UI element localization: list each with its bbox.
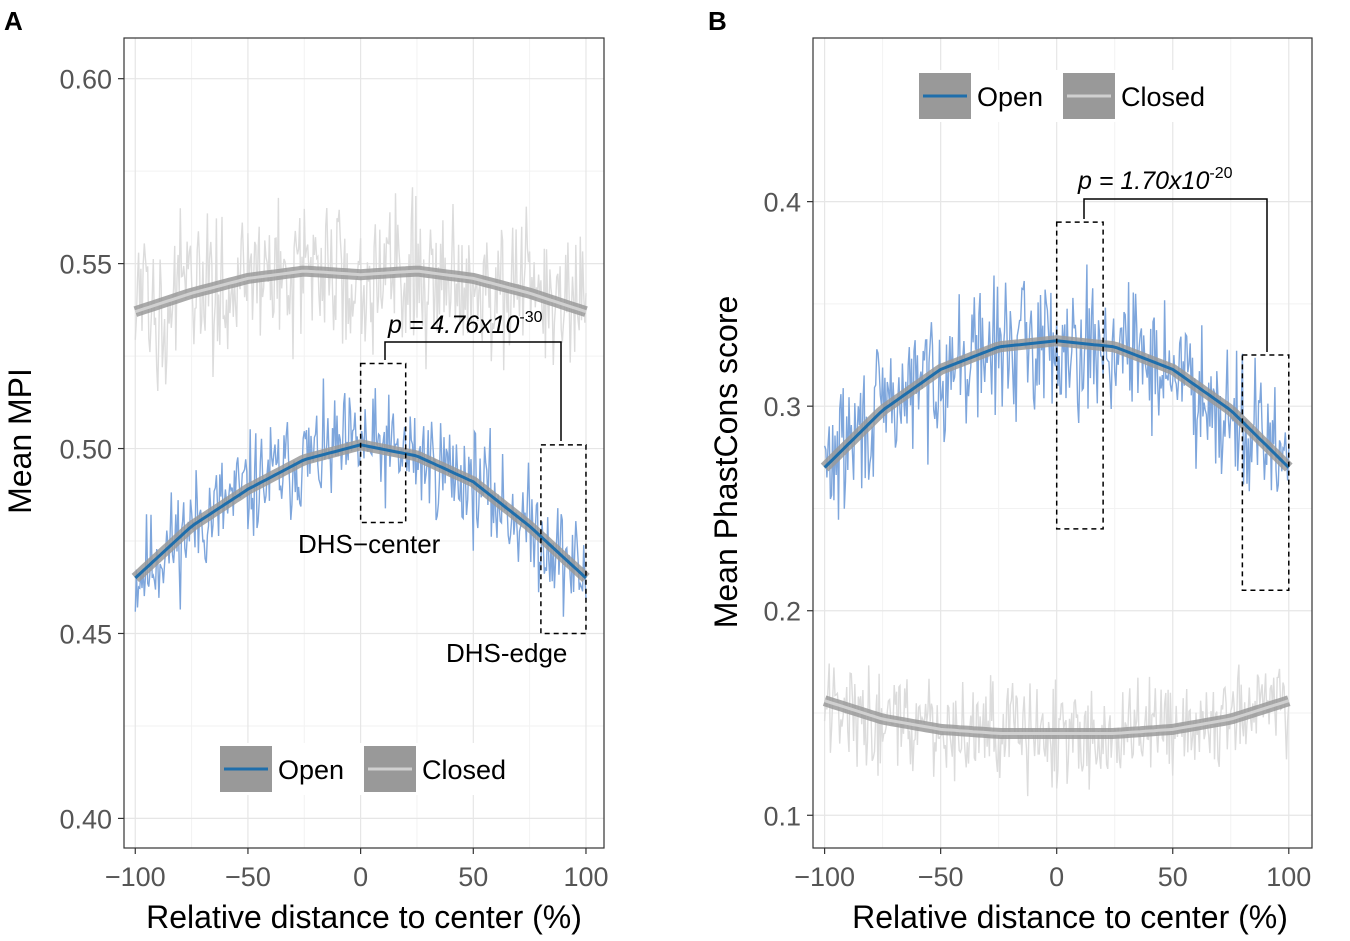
region-boxes	[359, 362, 587, 635]
x-axis-ticks: −100 −50 0 50 100	[794, 848, 1311, 892]
legend-key-closed	[364, 746, 416, 792]
legend: Open Closed	[218, 743, 526, 795]
plot-frame	[123, 37, 605, 849]
x-axis-title: Relative distance to center (%)	[146, 899, 582, 935]
plot-frame	[812, 37, 1313, 849]
x-tick-label: −50	[918, 862, 964, 892]
legend-label-open: Open	[977, 82, 1043, 112]
y-axis-ticks: 0.1 0.2 0.3 0.4	[763, 188, 813, 831]
y-tick-label: 0.40	[59, 804, 112, 834]
p-value-prefix: p = 1.70x10	[1077, 167, 1209, 195]
p-value-label: p = 4.76x10-30	[387, 309, 543, 339]
x-tick-label: 50	[458, 862, 488, 892]
y-tick-label: 0.55	[59, 250, 112, 280]
y-axis-ticks: 0.40 0.45 0.50 0.55 0.60	[59, 65, 124, 834]
x-axis-ticks: −100 −50 0 50 100	[105, 848, 609, 892]
legend-key-open	[220, 746, 272, 792]
region-box-center	[1055, 221, 1104, 530]
x-tick-label: 100	[563, 862, 608, 892]
bracket-line	[1083, 198, 1268, 352]
region-label-dhs-edge: DHS-edge	[446, 638, 567, 668]
trend-line-closed	[824, 699, 1290, 735]
x-tick-label: 0	[353, 862, 368, 892]
x-axis-title: Relative distance to center (%)	[852, 899, 1288, 935]
y-tick-label: 0.2	[763, 597, 801, 627]
panel-b: B −100 −50 0 50 100 0.1 0.2 0.3 0.4 p = 1.70x10…	[708, 6, 1313, 935]
panel-letter: A	[4, 6, 23, 36]
trend-line-closed	[134, 269, 587, 314]
y-tick-label: 0.1	[763, 801, 801, 831]
y-tick-label: 0.4	[763, 188, 801, 218]
x-tick-label: −50	[225, 862, 271, 892]
raw-trace-closed	[134, 187, 587, 392]
region-boxes	[1055, 221, 1290, 592]
x-tick-label: −100	[794, 862, 855, 892]
legend-key-closed	[1063, 73, 1115, 119]
region-box-edge	[540, 444, 587, 635]
legend: Open Closed	[917, 70, 1225, 122]
panel-a: A −100 −50 0 50 100 0.40 0.45 0.50 0.55 0.60 p =…	[2, 6, 609, 935]
raw-trace-closed	[823, 663, 1290, 797]
x-tick-label: 0	[1049, 862, 1064, 892]
grid-minor	[124, 38, 604, 848]
panel-letter: B	[708, 6, 727, 36]
legend-label-closed: Closed	[422, 755, 506, 785]
x-tick-label: −100	[105, 862, 166, 892]
legend-label-closed: Closed	[1121, 82, 1205, 112]
bracket-line	[384, 341, 562, 441]
region-box-edge	[1241, 354, 1290, 592]
p-value-exponent: -30	[519, 309, 542, 326]
y-axis-title: Mean MPI	[2, 368, 38, 514]
y-axis-title: Mean PhastCons score	[708, 296, 744, 629]
p-value-bracket	[1083, 198, 1268, 352]
region-label-dhs-center: DHS−center	[298, 529, 441, 559]
region-box-center	[359, 362, 407, 524]
grid-major	[813, 38, 1312, 848]
y-tick-label: 0.60	[59, 65, 112, 95]
p-value-prefix: p = 4.76x10	[387, 311, 519, 339]
p-value-exponent: -20	[1209, 165, 1232, 182]
y-tick-label: 0.50	[59, 435, 112, 465]
x-tick-label: 100	[1266, 862, 1311, 892]
p-value-bracket	[384, 341, 562, 441]
y-tick-label: 0.45	[59, 619, 112, 649]
legend-key-open	[919, 73, 971, 119]
x-tick-label: 50	[1158, 862, 1188, 892]
legend-label-open: Open	[278, 755, 344, 785]
p-value-label: p = 1.70x10-20	[1077, 165, 1233, 195]
y-tick-label: 0.3	[763, 392, 801, 422]
